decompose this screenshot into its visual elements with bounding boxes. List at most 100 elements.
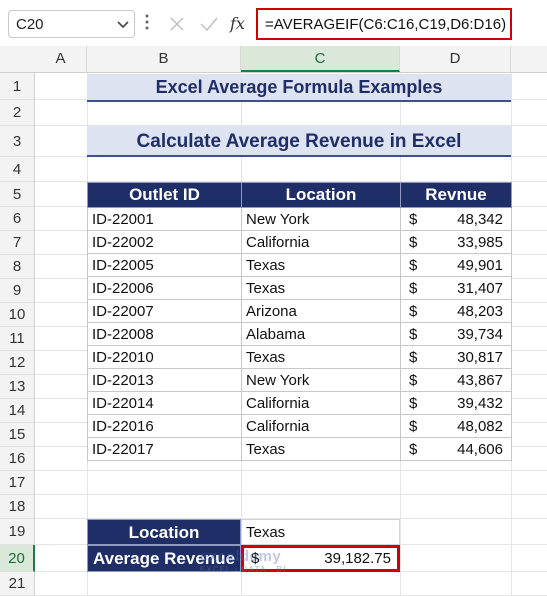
outlet-id-cell[interactable]: ID-22017 [87,437,242,461]
row-header-15[interactable]: 15 [0,423,35,447]
row-header-12[interactable]: 12 [0,351,35,375]
currency-symbol: $ [409,395,418,412]
row-header-10[interactable]: 10 [0,303,35,327]
table-row: ID-22008 Alabama $39,734 [87,322,512,346]
outlet-id-cell[interactable]: ID-22001 [87,207,242,231]
outlet-id-cell[interactable]: ID-22002 [87,230,242,254]
row-header-3[interactable]: 3 [0,126,35,157]
table-row: ID-22007 Arizona $48,203 [87,299,512,323]
revenue-value: 39,734 [457,326,503,343]
revenue-cell[interactable]: $33,985 [400,230,512,254]
revenue-cell[interactable]: $44,606 [400,437,512,461]
row-header-16[interactable]: 16 [0,447,35,471]
outlet-id-cell[interactable]: ID-22007 [87,299,242,323]
location-cell[interactable]: Texas [241,345,401,369]
column-header-e[interactable] [511,46,547,72]
location-cell[interactable]: New York [241,368,401,392]
section-title: Calculate Average Revenue in Excel [87,126,511,157]
revenue-value: 30,817 [457,349,503,366]
revenue-value: 48,082 [457,418,503,435]
outlet-id-cell[interactable]: ID-22005 [87,253,242,277]
row-header-5[interactable]: 5 [0,182,35,207]
outlet-id-cell[interactable]: ID-22006 [87,276,242,300]
location-cell[interactable]: California [241,230,401,254]
column-header-a[interactable]: A [35,46,87,72]
location-cell[interactable]: Alabama [241,322,401,346]
table-row: ID-22017 Texas $44,606 [87,437,512,461]
location-cell[interactable]: Texas [241,253,401,277]
location-cell[interactable]: California [241,391,401,415]
header-revenue[interactable]: Revnue [400,182,512,208]
outlet-id-cell[interactable]: ID-22013 [87,368,242,392]
row-header-7[interactable]: 7 [0,231,35,255]
revenue-cell[interactable]: $30,817 [400,345,512,369]
location-cell[interactable]: New York [241,207,401,231]
outlet-id-cell[interactable]: ID-22008 [87,322,242,346]
revenue-cell[interactable]: $43,867 [400,368,512,392]
table-row: ID-22010 Texas $30,817 [87,345,512,369]
formula-input[interactable]: =AVERAGEIF(C6:C16,C19,D6:D16) [256,8,512,40]
currency-symbol: $ [409,234,418,251]
row-header-9[interactable]: 9 [0,279,35,303]
cancel-icon[interactable] [163,10,191,38]
location-cell[interactable]: Texas [241,276,401,300]
location-cell[interactable]: Texas [241,437,401,461]
formula-text: =AVERAGEIF(C6:C16,C19,D6:D16) [265,16,507,33]
row-header-18[interactable]: 18 [0,495,35,519]
fx-icon[interactable]: fx [226,10,252,38]
revenue-cell[interactable]: $31,407 [400,276,512,300]
revenue-cell[interactable]: $48,203 [400,299,512,323]
location-cell[interactable]: Arizona [241,299,401,323]
gridline [35,181,547,182]
row-header-19[interactable]: 19 [0,519,35,545]
revenue-value: 48,203 [457,303,503,320]
row-header-4[interactable]: 4 [0,157,35,182]
row-header-11[interactable]: 11 [0,327,35,351]
revenue-cell[interactable]: $48,082 [400,414,512,438]
column-header-c[interactable]: C [241,46,400,72]
currency-symbol: $ [409,372,418,389]
header-location[interactable]: Location [241,182,401,208]
row-header-2[interactable]: 2 [0,100,35,126]
revenue-value: 43,867 [457,372,503,389]
revenue-value: 31,407 [457,280,503,297]
location-criteria-cell[interactable]: Texas [241,519,400,545]
revenue-value: 33,985 [457,234,503,251]
table-row: ID-22005 Texas $49,901 [87,253,512,277]
row-header-17[interactable]: 17 [0,471,35,495]
revenue-cell[interactable]: $48,342 [400,207,512,231]
revenue-cell[interactable]: $39,432 [400,391,512,415]
currency-symbol: $ [409,441,418,458]
chevron-down-icon[interactable] [116,14,130,37]
column-header-d[interactable]: D [400,46,511,72]
table-row: ID-22013 New York $43,867 [87,368,512,392]
name-box[interactable]: C20 [8,10,135,38]
column-header-b[interactable]: B [87,46,241,72]
location-label[interactable]: Location [87,519,241,545]
revenue-cell[interactable]: $39,734 [400,322,512,346]
column-headers: A B C D [0,46,547,73]
currency-symbol: $ [409,349,418,366]
average-revenue-cell[interactable]: $ 39,182.75 [241,545,400,572]
row-header-6[interactable]: 6 [0,207,35,231]
row-header-13[interactable]: 13 [0,375,35,399]
row-header-1[interactable]: 1 [0,73,35,100]
row-header-8[interactable]: 8 [0,255,35,279]
header-outlet-id[interactable]: Outlet ID [87,182,242,208]
main-title: Excel Average Formula Examples [87,74,511,102]
row-header-21[interactable]: 21 [0,572,35,596]
outlet-id-cell[interactable]: ID-22014 [87,391,242,415]
enter-check-icon[interactable] [195,10,223,38]
average-revenue-label[interactable]: Average Revenue [87,545,241,572]
outlet-id-cell[interactable]: ID-22010 [87,345,242,369]
location-cell[interactable]: California [241,414,401,438]
outlet-id-cell[interactable]: ID-22016 [87,414,242,438]
average-currency: $ [251,550,260,567]
average-value: 39,182.75 [324,550,391,567]
currency-symbol: $ [409,211,418,228]
row-header-14[interactable]: 14 [0,399,35,423]
revenue-cell[interactable]: $49,901 [400,253,512,277]
more-options-icon[interactable] [144,13,150,35]
row-header-20[interactable]: 20 [0,545,35,572]
gridline [35,494,547,495]
